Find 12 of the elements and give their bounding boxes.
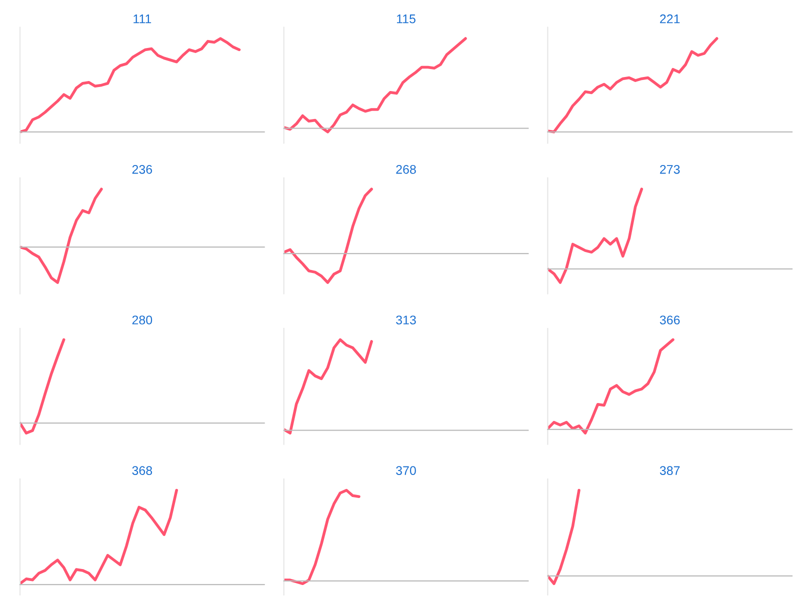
chart-title: 111 — [134, 14, 152, 24]
chart-title: 368 — [132, 466, 152, 475]
chart-title: 268 — [396, 164, 416, 174]
chart-title: 387 — [660, 466, 680, 475]
chart-title: 221 — [660, 14, 680, 24]
chart-title: 366 — [660, 316, 680, 324]
chart-title: 280 — [132, 316, 152, 324]
chart-title: 313 — [396, 316, 416, 324]
chart-title: 236 — [132, 164, 152, 174]
chart-title: 115 — [396, 14, 416, 24]
chart-title: 370 — [396, 466, 416, 475]
chart-title: 273 — [660, 164, 680, 174]
